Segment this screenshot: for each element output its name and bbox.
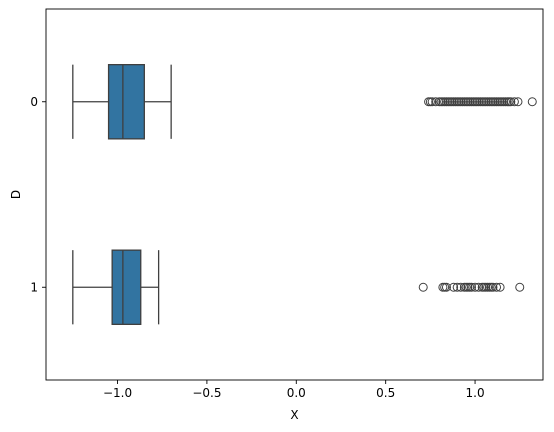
outlier-point xyxy=(452,282,462,292)
outlier-point xyxy=(488,282,498,292)
y-axis-label: D xyxy=(9,190,23,199)
iqr-box xyxy=(107,64,145,140)
outlier-point xyxy=(492,282,502,292)
y-tick-label: 1 xyxy=(30,280,38,294)
x-axis-label: X xyxy=(290,408,298,422)
outlier-point xyxy=(431,97,441,107)
outlier-point xyxy=(515,282,525,292)
outlier-point xyxy=(470,282,480,292)
outlier-point xyxy=(418,282,428,292)
y-axis-ticks: 01 xyxy=(30,95,46,294)
outlier-point xyxy=(441,282,451,292)
outlier-point xyxy=(474,282,484,292)
box-groups xyxy=(72,64,537,325)
outlier-point xyxy=(427,97,437,107)
x-tick-label: 0.0 xyxy=(287,386,306,400)
outlier-point xyxy=(527,97,537,107)
x-tick-label: −0.5 xyxy=(192,386,221,400)
plot-frame xyxy=(45,8,544,381)
x-tick-label: 1.0 xyxy=(466,386,485,400)
iqr-box xyxy=(111,249,142,325)
outlier-point xyxy=(506,97,516,107)
outlier-point xyxy=(513,97,523,107)
x-tick-label: −1.0 xyxy=(103,386,132,400)
x-tick-label: 0.5 xyxy=(376,386,395,400)
outlier-point xyxy=(449,282,459,292)
box-group-1 xyxy=(72,249,525,325)
outlier-point xyxy=(495,282,505,292)
y-tick-label: 0 xyxy=(30,95,38,109)
outlier-point xyxy=(509,97,519,107)
x-axis-ticks: −1.0 −0.5 0.0 0.5 1.0 xyxy=(103,380,485,400)
outlier-point xyxy=(456,282,466,292)
box-group-0 xyxy=(72,64,537,140)
outlier-point xyxy=(466,282,476,292)
